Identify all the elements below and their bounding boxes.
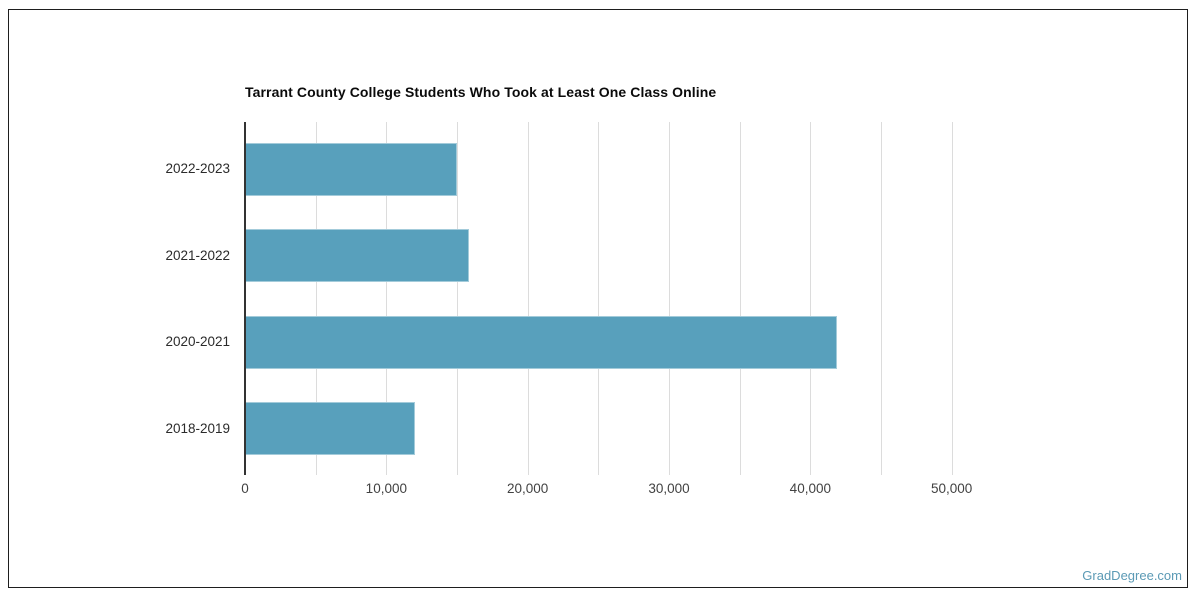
watermark: GradDegree.com [1082, 568, 1182, 583]
gridline-10000 [386, 122, 388, 475]
bar-2018-2019 [245, 402, 415, 455]
bar-2020-2021 [245, 315, 838, 369]
x-axis-tick-label-40,000: 40,000 [789, 481, 831, 496]
gridline-35000 [739, 122, 741, 475]
gridline-15000 [457, 122, 458, 475]
y-axis-line [244, 122, 246, 475]
x-axis-tick-label-20,000: 20,000 [507, 481, 549, 496]
y-axis-label-2020-2021: 2020-2021 [165, 334, 230, 349]
gridline-20000 [527, 122, 529, 475]
gridline-45000 [881, 122, 882, 475]
gridline-40000 [810, 122, 812, 475]
x-axis-tick-label-30,000: 30,000 [648, 481, 690, 496]
y-axis-labels: 2022-2023 2021-2022 2020-2021 2018-2019 [0, 0, 230, 600]
bar-2022-2023 [245, 142, 457, 196]
gridline-5000 [315, 122, 317, 475]
gridline-25000 [598, 122, 600, 475]
x-axis-tick-label-50,000: 50,000 [931, 481, 973, 496]
y-axis-label-2021-2022: 2021-2022 [165, 247, 230, 263]
chart-title: Tarrant County College Students Who Took… [245, 84, 717, 100]
plot-area [244, 122, 1023, 475]
x-axis-tick-label-10,000: 10,000 [365, 481, 407, 496]
bar-2021-2022 [245, 229, 469, 282]
x-axis-tick-label-0: 0 [241, 481, 249, 496]
gridline-50000 [951, 122, 953, 475]
x-axis-labels: 0 10,000 20,000 30,000 40,000 50,000 [0, 480, 1200, 500]
gridline-30000 [669, 122, 670, 475]
y-axis-label-2022-2023: 2022-2023 [165, 161, 230, 176]
y-axis-label-2018-2019: 2018-2019 [165, 420, 230, 436]
